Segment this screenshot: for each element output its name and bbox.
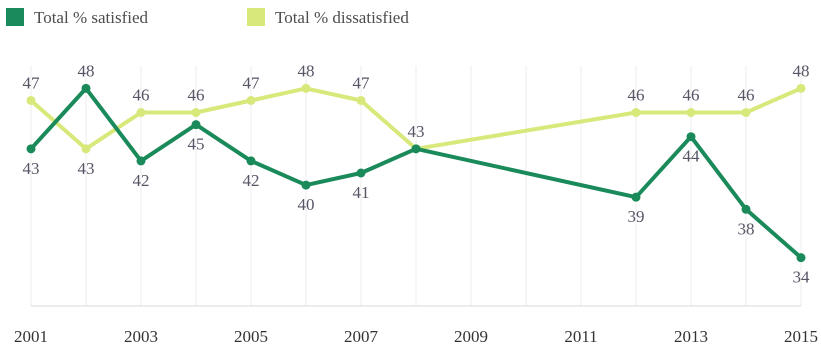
x-tick-label: 2007 — [344, 327, 379, 346]
x-tick-label: 2005 — [234, 327, 268, 346]
series-line-dissatisfied — [29, 86, 803, 151]
data-point-satisfied — [81, 83, 91, 93]
data-point-dissatisfied — [246, 95, 256, 105]
data-point-dissatisfied — [796, 83, 806, 93]
data-point-dissatisfied — [191, 108, 201, 118]
x-tick-label: 2015 — [784, 327, 818, 346]
data-point-satisfied — [631, 192, 641, 202]
data-label-dissatisfied: 43 — [408, 122, 425, 141]
data-point-dissatisfied — [26, 95, 36, 105]
series-layer — [26, 83, 806, 263]
data-label-dissatisfied: 46 — [628, 86, 645, 105]
data-label-dissatisfied: 47 — [23, 73, 41, 92]
data-point-dissatisfied — [356, 95, 366, 105]
data-label-satisfied: 44 — [683, 147, 701, 166]
data-label-dissatisfied: 46 — [188, 86, 205, 105]
legend-swatch-dissatisfied — [247, 8, 265, 26]
data-point-satisfied — [246, 156, 256, 166]
data-label-dissatisfied: 47 — [353, 73, 371, 92]
data-label-dissatisfied: 47 — [243, 73, 261, 92]
data-point-satisfied — [191, 120, 201, 130]
data-label-satisfied: 43 — [23, 159, 40, 178]
legend-label-dissatisfied: Total % dissatisfied — [275, 8, 409, 27]
data-label-satisfied: 38 — [738, 219, 755, 238]
x-tick-label: 2011 — [564, 327, 597, 346]
data-label-dissatisfied: 48 — [793, 61, 810, 80]
data-point-dissatisfied — [136, 108, 146, 118]
data-point-satisfied — [796, 253, 806, 263]
legend-label-satisfied: Total % satisfied — [34, 8, 149, 27]
data-label-satisfied: 39 — [628, 207, 645, 226]
data-label-dissatisfied: 46 — [133, 86, 150, 105]
x-tick-label: 2009 — [454, 327, 488, 346]
x-axis-tick-labels: 2001 2003 2005 2007 2009 2011 2013 2015 — [14, 327, 818, 346]
data-label-satisfied: 45 — [188, 135, 205, 154]
data-labels-layer: 43 47 48 43 42 46 45 46 42 47 40 48 41 47 43 39 46 44 46 38… — [23, 61, 811, 286]
legend: Total % satisfied Total % dissatisfied — [6, 8, 409, 27]
x-tick-label: 2001 — [14, 327, 48, 346]
data-point-satisfied — [686, 132, 696, 142]
data-label-satisfied: 48 — [78, 61, 95, 80]
data-point-satisfied — [356, 168, 366, 178]
data-label-satisfied: 42 — [243, 171, 260, 190]
data-point-satisfied — [26, 144, 36, 154]
data-point-satisfied — [741, 204, 751, 214]
data-label-dissatisfied: 48 — [298, 61, 315, 80]
data-label-dissatisfied: 43 — [78, 159, 95, 178]
data-label-satisfied: 42 — [133, 171, 150, 190]
data-point-satisfied — [411, 144, 421, 154]
data-point-satisfied — [136, 156, 146, 166]
series-line-satisfied — [29, 86, 803, 260]
data-point-dissatisfied — [686, 108, 696, 118]
data-label-satisfied: 40 — [298, 195, 315, 214]
legend-swatch-satisfied — [6, 8, 24, 26]
data-point-dissatisfied — [741, 108, 751, 118]
data-label-satisfied: 41 — [353, 183, 370, 202]
data-point-dissatisfied — [81, 144, 91, 154]
data-label-satisfied: 34 — [793, 268, 811, 287]
data-label-dissatisfied: 46 — [738, 86, 755, 105]
data-label-dissatisfied: 46 — [683, 86, 700, 105]
data-point-dissatisfied — [301, 83, 311, 93]
x-tick-label: 2003 — [124, 327, 158, 346]
x-tick-label: 2013 — [674, 327, 708, 346]
data-point-dissatisfied — [631, 108, 641, 118]
data-point-satisfied — [301, 180, 311, 190]
